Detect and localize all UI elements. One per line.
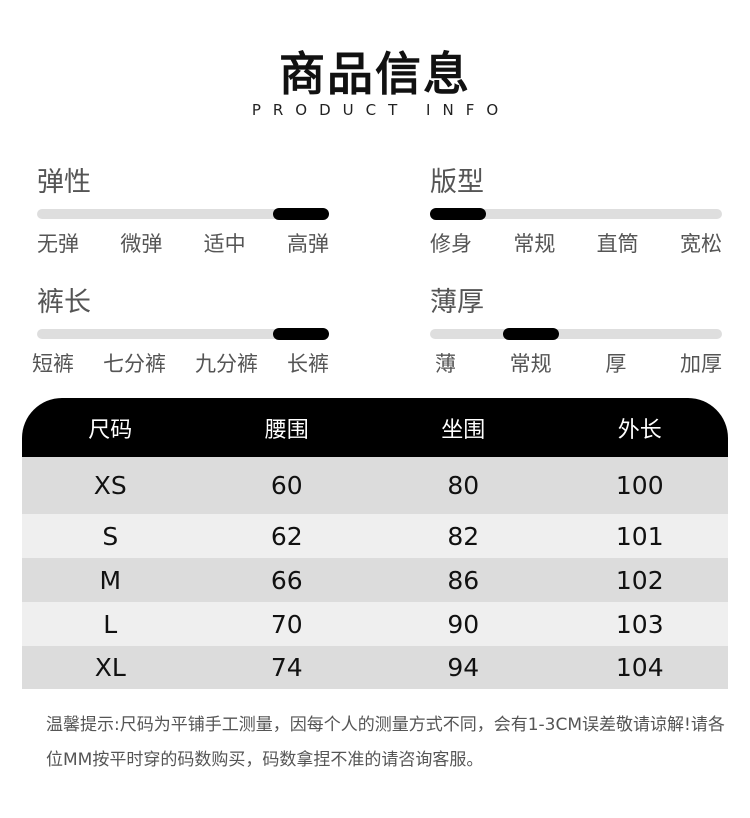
attribute-scale-track [430,208,722,220]
column-header-waist: 腰围 [264,417,309,443]
attribute-level-indicator [273,328,329,340]
table-cell: 90 [447,609,480,639]
table-cell: 80 [447,471,480,500]
attribute-option: 薄 [435,352,456,376]
attribute-option: 高弹 [286,232,329,256]
attribute-level-indicator [273,208,329,220]
table-cell: 74 [270,653,303,682]
table-cell: 101 [615,521,664,551]
table-cell: 103 [615,609,664,639]
attribute-option: 厚 [605,352,627,376]
attribute-label: 薄厚 [430,287,484,318]
table-cell: 104 [615,653,664,682]
attribute-label: 版型 [430,167,484,198]
table-cell: XS [93,471,127,500]
attribute-length: 裤长 短裤 七分裤 九分裤 长裤 [32,285,329,378]
attribute-option: 常规 [509,352,552,376]
attribute-option: 微弹 [120,232,163,256]
page-title: 商品信息 [279,47,471,101]
table-row: XS 60 80 100 [22,457,728,514]
table-cell: 70 [270,609,303,639]
attribute-label: 弹性 [37,167,91,198]
size-table-header: 尺码 腰围 坐围 外长 [22,398,728,457]
attribute-option: 七分裤 [103,352,166,376]
table-row: S 62 82 101 [22,514,728,558]
table-cell: M [99,565,122,595]
attribute-option: 加厚 [679,352,722,376]
attribute-option: 长裤 [287,352,329,376]
attribute-option: 无弹 [37,232,79,256]
attribute-option: 直筒 [596,232,639,256]
column-header-hip: 坐围 [441,417,486,443]
table-cell: 94 [447,653,480,682]
table-cell: S [102,521,119,551]
attribute-option: 适中 [203,232,246,256]
table-row: XL 74 94 104 [22,646,728,689]
size-note: 温馨提示:尺码为平铺手工测量，因每个人的测量方式不同，会有1-3CM误差敬请谅解… [46,715,725,770]
table-cell: 86 [447,565,480,595]
page-subtitle: PRODUCT INFO [251,101,511,119]
attribute-option: 宽松 [679,232,722,256]
table-cell: XL [94,653,126,682]
attribute-label: 裤长 [37,287,91,318]
attribute-elasticity: 弹性 无弹 微弹 适中 高弹 [37,165,329,258]
attribute-option: 修身 [430,232,472,256]
attribute-level-indicator [503,328,559,340]
column-header-length: 外长 [617,417,662,443]
table-cell: 82 [447,521,480,551]
size-table: 尺码 腰围 坐围 外长 XS 60 80 100 S 62 82 101 M 6… [22,398,728,689]
attribute-scale-track [37,328,329,340]
attribute-fit: 版型 修身 常规 直筒 宽松 [430,165,722,258]
attribute-level-indicator [430,208,486,220]
attribute-option: 九分裤 [195,352,258,376]
table-cell: 100 [615,471,664,500]
table-cell: 102 [615,565,664,595]
table-cell: 62 [270,521,303,551]
attribute-thickness: 薄厚 薄 常规 厚 加厚 [430,285,722,378]
table-cell: 60 [270,471,303,500]
table-cell: 66 [270,565,303,595]
column-header-size: 尺码 [88,417,133,443]
attribute-option: 常规 [513,232,556,256]
table-cell: L [103,609,118,639]
table-row: M 66 86 102 [22,558,728,602]
attribute-scale-track [37,208,329,220]
table-row: L 70 90 103 [22,602,728,646]
attribute-option: 短裤 [32,352,74,376]
attribute-scale-track [430,328,722,340]
